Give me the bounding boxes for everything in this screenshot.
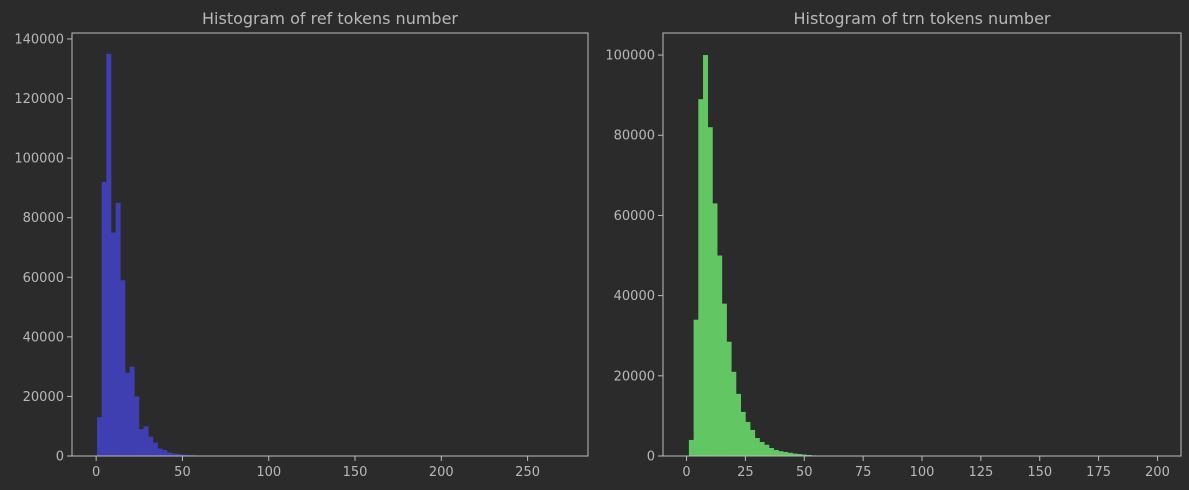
trn-histogram-bar bbox=[721, 303, 727, 456]
trn-histogram-bar bbox=[778, 451, 784, 456]
trn-histogram-bar bbox=[726, 341, 732, 456]
ref-histogram-bar bbox=[124, 372, 130, 456]
trn-x-tick-label: 125 bbox=[968, 465, 993, 480]
ref-x-tick-label: 0 bbox=[92, 465, 100, 480]
trn-x-tick-label: 100 bbox=[910, 465, 935, 480]
trn-histogram-bar bbox=[797, 454, 803, 456]
trn-y-tick-label: 40000 bbox=[614, 289, 655, 304]
trn-histogram-bar bbox=[759, 441, 765, 456]
trn-histogram-bar bbox=[773, 449, 779, 456]
trn-y-tick-label: 100000 bbox=[605, 49, 655, 64]
ref-histogram-bar bbox=[152, 442, 158, 456]
ref-y-tick-label: 40000 bbox=[23, 330, 64, 345]
ref-y-tick-label: 140000 bbox=[14, 32, 64, 47]
ref-histogram-bar bbox=[97, 417, 102, 456]
ref-histogram-bar bbox=[101, 181, 107, 456]
ref-y-tick-label: 60000 bbox=[23, 271, 64, 286]
trn-x-tick-label: 175 bbox=[1086, 465, 1111, 480]
ref-y-tick-label: 0 bbox=[56, 450, 64, 465]
ref-histogram-bar bbox=[162, 450, 168, 456]
ref-histogram-panel: Histogram of ref tokens number 0 50 100 150… bbox=[14, 9, 589, 480]
ref-x-tick-label: 50 bbox=[174, 465, 191, 480]
trn-histogram-bar bbox=[745, 421, 751, 456]
ref-histogram-bar bbox=[143, 426, 149, 456]
trn-histogram-bar bbox=[787, 452, 793, 456]
trn-histogram-bar bbox=[768, 447, 774, 456]
trn-histogram-bar bbox=[712, 203, 718, 456]
ref-histogram-bars bbox=[97, 53, 214, 456]
ref-y-tick-label: 100000 bbox=[14, 152, 64, 167]
trn-histogram-bars bbox=[688, 55, 826, 457]
ref-histogram-bar bbox=[166, 452, 172, 456]
ref-histogram-bar bbox=[106, 53, 112, 456]
ref-x-tick-label: 250 bbox=[515, 465, 540, 480]
trn-histogram-bar bbox=[801, 454, 807, 456]
trn-y-tick-label: 20000 bbox=[614, 369, 655, 384]
trn-histogram-bar bbox=[731, 371, 737, 456]
trn-histogram-bar bbox=[740, 411, 746, 456]
ref-histogram-ticks: 0 50 100 150 200 250 0 20000 40000 60000 80000 1000… bbox=[14, 32, 540, 480]
ref-histogram-bar bbox=[185, 454, 191, 456]
trn-y-tick-label: 0 bbox=[647, 450, 655, 465]
trn-x-tick-label: 150 bbox=[1027, 465, 1052, 480]
trn-x-tick-label: 75 bbox=[855, 465, 872, 480]
ref-histogram-bar bbox=[148, 436, 154, 456]
ref-histogram-bar bbox=[111, 232, 116, 456]
trn-x-tick-label: 50 bbox=[796, 465, 813, 480]
ref-histogram-bar bbox=[120, 280, 126, 456]
trn-x-tick-label: 0 bbox=[682, 465, 690, 480]
trn-histogram-frame bbox=[662, 32, 1182, 457]
ref-x-tick-label: 200 bbox=[429, 465, 454, 480]
ref-histogram-bar bbox=[157, 448, 163, 456]
trn-histogram-bar bbox=[735, 393, 741, 456]
trn-histogram-bar bbox=[693, 319, 699, 456]
trn-histogram-bar bbox=[717, 255, 723, 456]
trn-y-tick-label: 80000 bbox=[614, 129, 655, 144]
trn-histogram-ticks: 0 25 50 75 100 125 150 175 200 0 20000 40000 60000 80… bbox=[605, 49, 1170, 480]
ref-histogram-bar bbox=[138, 429, 144, 456]
trn-histogram-title: Histogram of trn tokens number bbox=[794, 9, 1051, 28]
trn-y-tick-label: 60000 bbox=[614, 209, 655, 224]
ref-x-tick-label: 100 bbox=[256, 465, 281, 480]
trn-histogram-bar bbox=[792, 453, 798, 456]
trn-histogram-bar bbox=[703, 55, 709, 457]
ref-histogram-bar bbox=[180, 454, 186, 456]
trn-histogram-bar bbox=[750, 429, 756, 456]
trn-histogram-bar bbox=[783, 451, 789, 456]
ref-x-tick-label: 150 bbox=[343, 465, 368, 480]
trn-histogram-bar bbox=[754, 437, 760, 456]
trn-histogram-bar bbox=[764, 444, 770, 456]
trn-histogram-panel: Histogram of trn tokens number 0 25 50 75 10… bbox=[605, 9, 1182, 480]
ref-y-tick-label: 120000 bbox=[14, 92, 64, 107]
ref-histogram-bar bbox=[171, 453, 177, 456]
trn-histogram-bar bbox=[707, 127, 713, 456]
ref-y-tick-label: 20000 bbox=[23, 390, 64, 405]
trn-histogram-bar bbox=[688, 439, 694, 456]
trn-x-tick-label: 25 bbox=[737, 465, 754, 480]
ref-histogram-bar bbox=[115, 202, 121, 456]
ref-histogram-bar bbox=[134, 396, 140, 456]
trn-x-tick-label: 200 bbox=[1145, 465, 1170, 480]
ref-histogram-frame bbox=[71, 32, 589, 457]
ref-histogram-bar bbox=[176, 453, 182, 456]
ref-histogram-bar bbox=[129, 366, 135, 456]
trn-histogram-bar bbox=[698, 99, 704, 456]
ref-histogram-title: Histogram of ref tokens number bbox=[202, 9, 458, 28]
ref-y-tick-label: 80000 bbox=[23, 211, 64, 226]
